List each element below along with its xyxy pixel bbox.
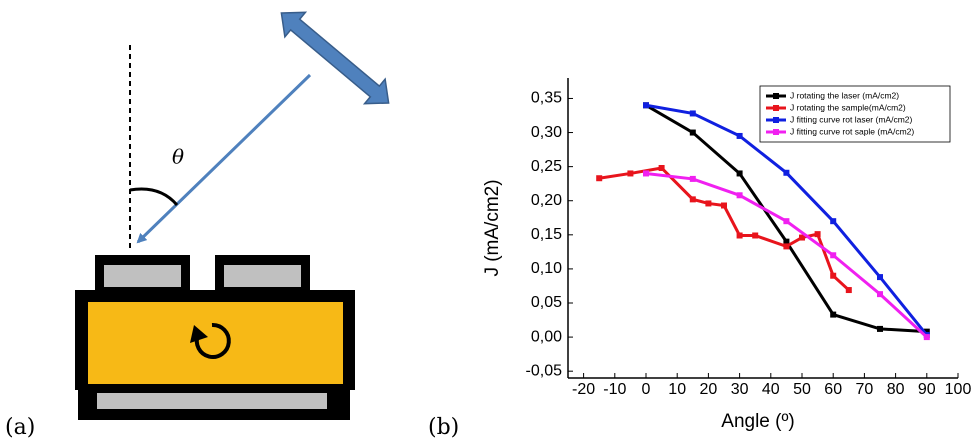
panel-label: (b) [428,415,459,440]
y-tick-label: 0,25 [531,158,562,175]
y-tick-label: 0,20 [531,192,562,209]
y-tick-label: -0,05 [526,362,563,379]
polarization-arrow [280,11,390,105]
data-point [799,234,805,241]
pad-inner [224,265,301,287]
angle-symbol: θ [172,145,184,169]
y-axis-title: J (mA/cm2) [482,179,503,276]
y-tick-label: 0,10 [531,260,562,277]
data-point [736,232,743,239]
data-point [783,218,790,225]
x-tick-label: 10 [668,381,686,398]
data-point [830,218,837,225]
x-tick-label: 70 [856,381,874,398]
data-point [736,132,743,139]
data-point [736,170,743,177]
base-inner [97,393,327,409]
pad-inner [104,265,181,287]
data-point [923,328,930,335]
diagram: θ [75,11,390,420]
x-tick-label: 60 [824,381,842,398]
data-point [877,325,883,332]
x-tick-label: 0 [642,381,651,398]
data-point [814,231,821,238]
data-point [721,202,727,209]
data-point [877,291,883,298]
rotation-arrow [194,322,231,359]
x-tick-label: 40 [762,381,780,398]
x-tick-label: -10 [603,381,626,398]
data-point [752,232,759,239]
y-tick-label: 0,00 [531,328,562,345]
data-point [689,196,696,203]
data-point [689,175,696,182]
data-point [830,252,837,259]
x-tick-label: 30 [731,381,749,398]
data-point [689,129,696,136]
angle-arc [129,187,179,207]
data-point [658,165,665,171]
data-point [596,175,603,182]
y-tick-label: 0,05 [531,294,562,311]
panel-label: (a) [5,415,35,440]
data-point [783,243,790,250]
data-point [783,238,790,245]
data-point [689,110,696,117]
x-tick-label: 100 [945,381,972,398]
y-tick-label: 0,35 [531,90,562,107]
series-line [598,166,850,292]
x-tick-label: 90 [918,381,936,398]
data-point [736,192,743,199]
legend-label: J rotating the laser (mA/cm2) [790,90,899,100]
x-axis-title: Angle (º) [721,411,794,432]
data-point [830,272,837,279]
x-tick-label: -20 [572,381,595,398]
legend-label: J fitting curve rot laser (mA/cm2) [790,114,913,124]
data-point [643,170,649,177]
data-point [643,102,649,109]
y-tick-label: 0,30 [531,124,562,141]
data-point [877,274,883,281]
legend-label: J rotating the sample(mA/cm2) [790,102,906,112]
legend-label: J fitting curve rot saple (mA/cm2) [790,126,914,136]
stage-inner [88,302,343,384]
rotation-arrowhead [190,325,208,343]
data-point [845,287,852,294]
x-tick-label: 50 [793,381,811,398]
series-line [645,171,928,339]
legend-marker [773,129,779,135]
data-point [783,169,790,176]
legend-marker [773,105,779,111]
chart: -0,05 0,00 0,05 0,10 0,15 0,20 0,25 0,30 0,35 -20… [482,78,971,432]
data-point [830,311,837,318]
data-point [705,200,712,207]
y-tick-label: 0,15 [531,226,562,243]
data-point [923,334,930,341]
x-tick-label: 20 [700,381,718,398]
laser-beam [136,73,312,244]
data-point [627,170,634,177]
legend-marker [773,117,779,123]
x-tick-label: 80 [887,381,905,398]
legend-marker [773,93,779,99]
legend-box [759,85,951,143]
